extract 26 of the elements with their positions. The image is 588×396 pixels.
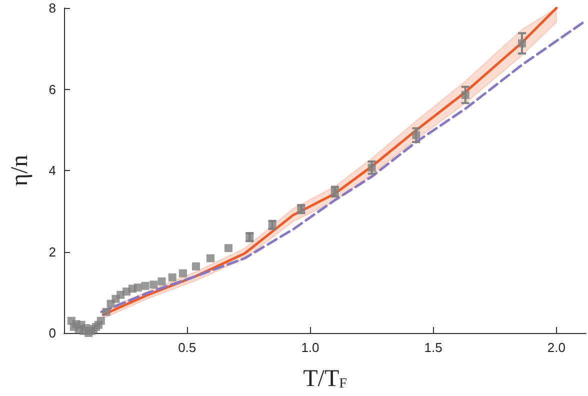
point [206, 254, 215, 262]
y-tick-label: 2 [48, 244, 56, 260]
point [96, 316, 105, 325]
point [168, 273, 176, 282]
point [412, 131, 420, 140]
point [134, 284, 142, 292]
point [141, 282, 150, 290]
y-tick-label: 8 [48, 0, 56, 16]
point [150, 280, 158, 289]
y-tick-label: 4 [48, 163, 56, 178]
point [102, 308, 110, 316]
point [518, 39, 526, 48]
x-tick-label: 2.0 [547, 340, 566, 355]
y-tick-label: 6 [48, 82, 56, 97]
point [178, 269, 187, 278]
y-axis-title: η/n [7, 154, 33, 186]
x-tick-label: 1.5 [424, 340, 442, 355]
x-axis-title: T/TF [303, 366, 348, 392]
x-tick-label: 0.5 [178, 340, 196, 355]
point [224, 244, 232, 252]
y-tick-label: 0 [48, 326, 56, 340]
point [368, 164, 376, 172]
point [158, 277, 166, 286]
x-tick-label: 1.0 [301, 340, 320, 355]
point [461, 90, 470, 99]
point [192, 262, 200, 270]
